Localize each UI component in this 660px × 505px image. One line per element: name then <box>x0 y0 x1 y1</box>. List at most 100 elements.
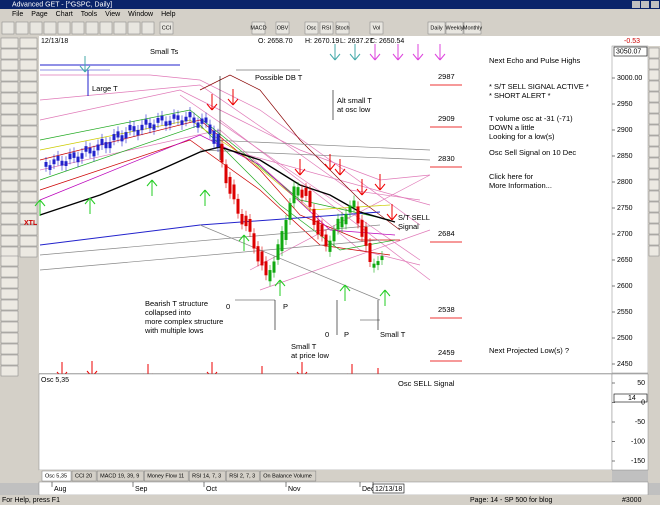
toolbar-icon[interactable] <box>85 21 99 35</box>
menu-item[interactable]: File <box>12 11 23 18</box>
tool-button[interactable] <box>19 37 38 49</box>
tool-button[interactable] <box>19 180 38 192</box>
tool-button[interactable] <box>0 92 19 104</box>
toolbar-button[interactable] <box>275 21 290 35</box>
tool-button[interactable] <box>648 69 660 81</box>
tool-button[interactable] <box>0 288 19 300</box>
tool-button[interactable] <box>0 299 19 311</box>
tab[interactable] <box>144 470 189 482</box>
tool-button[interactable] <box>648 190 660 202</box>
menu-item[interactable]: Window <box>128 11 154 18</box>
toolbar-icon[interactable] <box>141 21 155 35</box>
tool-button[interactable] <box>648 245 660 257</box>
tab[interactable] <box>41 470 72 482</box>
tool-button[interactable] <box>19 92 38 104</box>
tool-button[interactable] <box>648 113 660 125</box>
tool-button[interactable] <box>0 37 19 49</box>
tool-button[interactable] <box>19 169 38 181</box>
toolbar-icon[interactable] <box>1 21 15 35</box>
tool-button[interactable] <box>0 114 19 126</box>
tool-button[interactable] <box>0 343 19 355</box>
menu-item[interactable]: Tools <box>81 11 98 18</box>
tool-button[interactable] <box>0 136 19 148</box>
tool-button[interactable] <box>0 48 19 60</box>
toolbar-button[interactable] <box>335 21 350 35</box>
tool-button[interactable] <box>648 146 660 158</box>
toolbar-button[interactable] <box>445 21 464 35</box>
toolbar-button[interactable] <box>304 21 319 35</box>
toolbar-icon[interactable] <box>29 21 43 35</box>
tool-button[interactable] <box>648 201 660 213</box>
tool-button[interactable] <box>0 213 19 225</box>
toolbar-icon[interactable] <box>99 21 113 35</box>
toolbar-button[interactable] <box>369 21 384 35</box>
tool-button[interactable] <box>0 125 19 137</box>
tool-button[interactable] <box>0 70 19 82</box>
tool-button[interactable] <box>648 135 660 147</box>
tab[interactable] <box>225 470 260 482</box>
tool-button[interactable] <box>648 212 660 224</box>
tool-button[interactable] <box>19 202 38 214</box>
tool-button[interactable] <box>0 81 19 93</box>
tab[interactable] <box>188 470 226 482</box>
tool-button[interactable] <box>0 235 19 247</box>
tool-button[interactable] <box>0 202 19 214</box>
tab[interactable] <box>259 470 317 482</box>
toolbar-icon[interactable] <box>127 21 141 35</box>
tool-button[interactable] <box>19 191 38 203</box>
tool-button[interactable] <box>648 157 660 169</box>
toolbar-button[interactable] <box>463 21 482 35</box>
tool-button[interactable] <box>648 47 660 59</box>
tool-button[interactable] <box>19 136 38 148</box>
tool-button[interactable] <box>0 191 19 203</box>
tool-button[interactable] <box>0 147 19 159</box>
tool-button[interactable] <box>648 223 660 235</box>
toolbar-icon[interactable] <box>43 21 57 35</box>
tool-button[interactable] <box>648 168 660 180</box>
tool-button[interactable] <box>0 169 19 181</box>
toolbar-button[interactable] <box>251 21 266 35</box>
tool-button[interactable] <box>19 103 38 115</box>
tool-button[interactable] <box>648 80 660 92</box>
tool-button[interactable] <box>19 246 38 258</box>
tool-button[interactable] <box>19 81 38 93</box>
menu-item[interactable]: Help <box>161 11 176 18</box>
tool-button[interactable] <box>19 224 38 236</box>
tool-button[interactable] <box>648 102 660 114</box>
tool-button[interactable] <box>19 59 38 71</box>
tool-button[interactable] <box>0 266 19 278</box>
toolbar-button[interactable] <box>319 21 334 35</box>
tool-button[interactable] <box>0 103 19 115</box>
menu-item[interactable]: Page <box>31 11 47 18</box>
tool-button[interactable] <box>0 224 19 236</box>
tool-button[interactable] <box>0 365 19 377</box>
info-link[interactable]: Click here for <box>489 172 534 181</box>
tool-button[interactable] <box>0 310 19 322</box>
maximize-button[interactable] <box>641 1 649 8</box>
tool-button[interactable] <box>0 180 19 192</box>
info-link[interactable]: More Information... <box>489 181 552 190</box>
tool-button[interactable] <box>0 255 19 267</box>
tab[interactable] <box>71 470 97 482</box>
toolbar-icon[interactable] <box>57 21 71 35</box>
tool-button[interactable] <box>0 321 19 333</box>
menu-item[interactable]: View <box>105 11 121 18</box>
tool-button[interactable] <box>19 114 38 126</box>
tool-button[interactable] <box>19 213 38 225</box>
toolbar-button[interactable] <box>159 21 174 35</box>
tool-button[interactable] <box>19 235 38 247</box>
tab[interactable] <box>96 470 144 482</box>
tool-button[interactable] <box>0 354 19 366</box>
tool-button[interactable] <box>19 125 38 137</box>
tool-button[interactable] <box>648 58 660 70</box>
xtl-button[interactable]: XTL <box>24 220 38 227</box>
minimize-button[interactable] <box>632 1 640 8</box>
tool-button[interactable] <box>19 158 38 170</box>
toolbar-button[interactable] <box>427 21 446 35</box>
close-button[interactable] <box>651 1 659 8</box>
tool-button[interactable] <box>648 234 660 246</box>
toolbar-icon[interactable] <box>71 21 85 35</box>
tool-button[interactable] <box>19 147 38 159</box>
toolbar-icon[interactable] <box>113 21 127 35</box>
tool-button[interactable] <box>0 277 19 289</box>
